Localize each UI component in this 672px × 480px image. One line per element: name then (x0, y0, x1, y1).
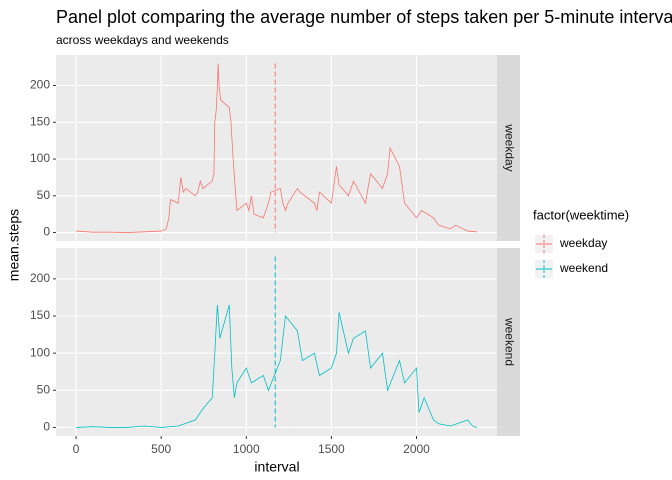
x-tick-label: 2000 (403, 442, 430, 456)
y-tick-label: 150 (30, 114, 50, 128)
x-axis-label: interval (254, 459, 299, 475)
x-tick-label: 1000 (233, 442, 260, 456)
strip (497, 55, 520, 241)
y-tick-label: 150 (30, 308, 50, 322)
y-tick-label: 200 (30, 78, 50, 92)
y-tick-label: 200 (30, 271, 50, 285)
y-axis-label: mean.steps (6, 209, 22, 281)
strip-label: weekend (502, 317, 516, 366)
data-line (76, 304, 478, 428)
chart-title: Panel plot comparing the average number … (56, 7, 672, 27)
y-tick-label: 50 (37, 188, 51, 202)
y-tick-label: 0 (43, 225, 50, 239)
legend-label: weekday (559, 236, 607, 250)
data-line (76, 63, 477, 233)
x-tick-label: 500 (151, 442, 171, 456)
strip (497, 248, 520, 436)
x-tick-label: 1500 (318, 442, 345, 456)
panel-background (56, 55, 497, 241)
chart-subtitle: across weekdays and weekends (56, 33, 229, 47)
panel-background (56, 248, 497, 436)
strip-label: weekday (502, 123, 516, 171)
y-tick-label: 100 (30, 345, 50, 359)
x-tick-label: 0 (73, 442, 80, 456)
y-tick-label: 0 (43, 420, 50, 434)
legend-title: factor(weektime) (533, 207, 629, 222)
legend-label: weekend (559, 261, 608, 275)
y-tick-label: 100 (30, 151, 50, 165)
y-tick-label: 50 (37, 382, 51, 396)
